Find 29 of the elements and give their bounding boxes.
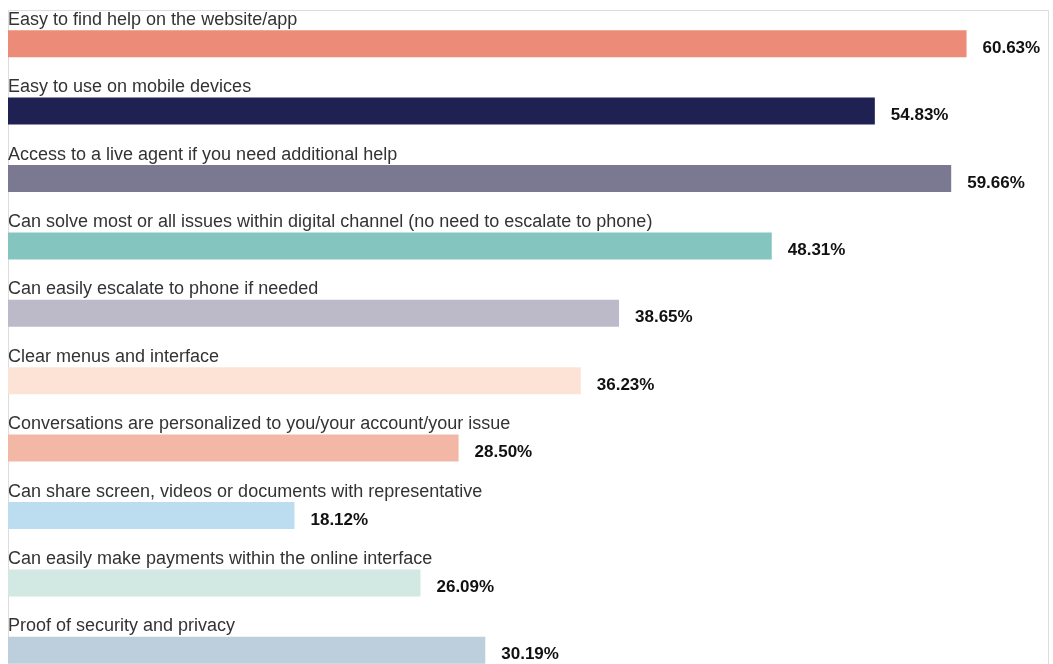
bar: [8, 502, 295, 529]
data-label: 30.19%: [501, 644, 559, 664]
y-tick-label: Proof of security and privacy: [8, 615, 236, 636]
y-tick-label: Easy to find help on the website/app: [8, 8, 298, 29]
data-label: 59.66%: [967, 172, 1025, 192]
bar: [8, 165, 952, 192]
y-tick-label: Easy to use on mobile devices: [8, 76, 252, 97]
bar: [8, 299, 620, 327]
bar: [8, 97, 875, 125]
data-label: 38.65%: [635, 307, 693, 327]
data-label: 60.63%: [982, 37, 1041, 57]
data-label: 36.23%: [596, 374, 655, 394]
data-label: 48.31%: [787, 239, 846, 259]
y-tick-label: Can easily escalate to phone if needed: [8, 278, 319, 299]
data-label: 18.12%: [310, 509, 369, 529]
data-label: 26.09%: [436, 576, 495, 596]
y-tick-label: Conversations are personalized to you/your account/your issue: [8, 413, 511, 434]
y-tick-label: Can share screen, videos or documents with representative: [8, 480, 483, 501]
bar: [8, 367, 581, 395]
data-label: 54.83%: [890, 105, 949, 125]
bar: [8, 434, 459, 462]
y-tick-label: Can solve most or all issues within digital channel (no need to escalate to phone): [8, 210, 653, 231]
y-tick-label: Access to a live agent if you need additional help: [8, 143, 398, 164]
bar: [8, 232, 772, 260]
data-label: 28.50%: [474, 442, 533, 462]
bar: [8, 30, 967, 58]
y-tick-label: Clear menus and interface: [8, 345, 220, 366]
bar: [8, 636, 486, 664]
y-tick-label: Can easily make payments within the online interface: [8, 547, 433, 568]
